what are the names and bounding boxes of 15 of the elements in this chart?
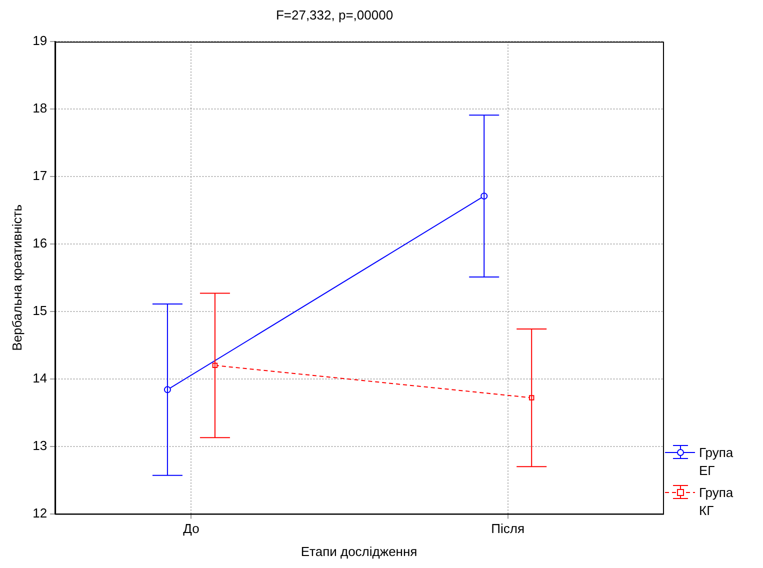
y-tick-label: 15 [32,303,48,318]
legend-label: Група КГ [699,484,734,520]
y-tick-label: 18 [32,100,48,116]
y-tick-label: 17 [32,168,48,184]
y-tick-label: 13 [32,438,48,453]
y-tick-label: 16 [32,236,48,251]
y-tick-label: 12 [32,505,48,520]
y-axis-title: Вербальна креативність [9,204,24,351]
y-tick-label: 14 [32,370,48,386]
x-tick-label: До [183,521,200,536]
y-tick-label: 19 [32,33,48,48]
legend-label: Група ЕГ [699,444,734,480]
x-axis-title: Етапи дослідження [300,544,418,559]
chart-title: F=27,332, p=,00000 [276,7,394,22]
x-tick-label: Після [491,521,525,536]
